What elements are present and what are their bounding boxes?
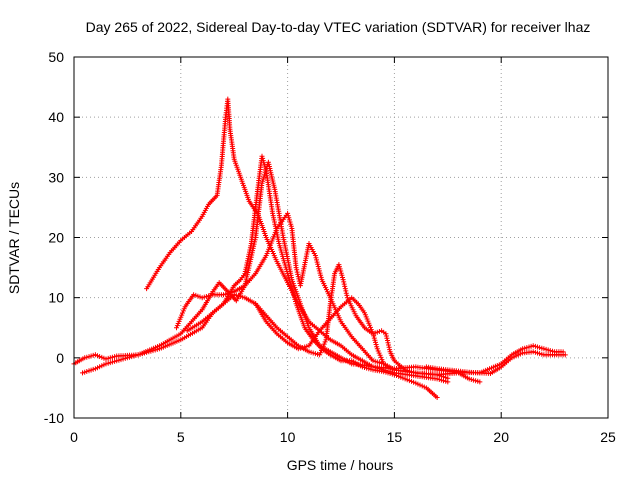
series-markers xyxy=(253,295,451,381)
series-markers xyxy=(144,96,451,385)
x-tick-label: 20 xyxy=(493,429,509,445)
x-tick-label: 25 xyxy=(600,429,616,445)
series-markers xyxy=(184,262,483,385)
x-tick-label: 0 xyxy=(70,429,78,445)
x-axis-label: GPS time / hours xyxy=(287,457,394,473)
series-line xyxy=(145,98,449,383)
series-track-6 xyxy=(253,295,451,381)
y-tick-label: -10 xyxy=(44,410,64,426)
y-tick-label: 10 xyxy=(48,290,64,306)
series-track-5 xyxy=(184,262,483,385)
chart-title: Day 265 of 2022, Sidereal Day-to-day VTE… xyxy=(86,19,591,35)
tick-layer: 0 5 10 15 20 25 -10 0 10 20 30 40 50 xyxy=(44,49,616,445)
series-line xyxy=(175,212,396,371)
x-tick-label: 5 xyxy=(177,429,185,445)
series-markers xyxy=(174,210,397,373)
series-track-3 xyxy=(144,96,451,385)
series-markers xyxy=(423,349,568,376)
y-tick-label: 30 xyxy=(48,169,64,185)
series-track-7 xyxy=(423,349,568,376)
y-tick-label: 0 xyxy=(56,350,64,366)
data-layer xyxy=(71,96,568,401)
x-tick-label: 15 xyxy=(387,429,403,445)
grid-layer xyxy=(74,57,608,418)
x-tick-label: 10 xyxy=(280,429,296,445)
y-tick-label: 20 xyxy=(48,230,64,246)
y-tick-label: 50 xyxy=(48,49,64,65)
y-axis-label: SDTVAR / TECUs xyxy=(6,182,22,294)
series-track-4 xyxy=(174,210,397,373)
y-tick-label: 40 xyxy=(48,109,64,125)
